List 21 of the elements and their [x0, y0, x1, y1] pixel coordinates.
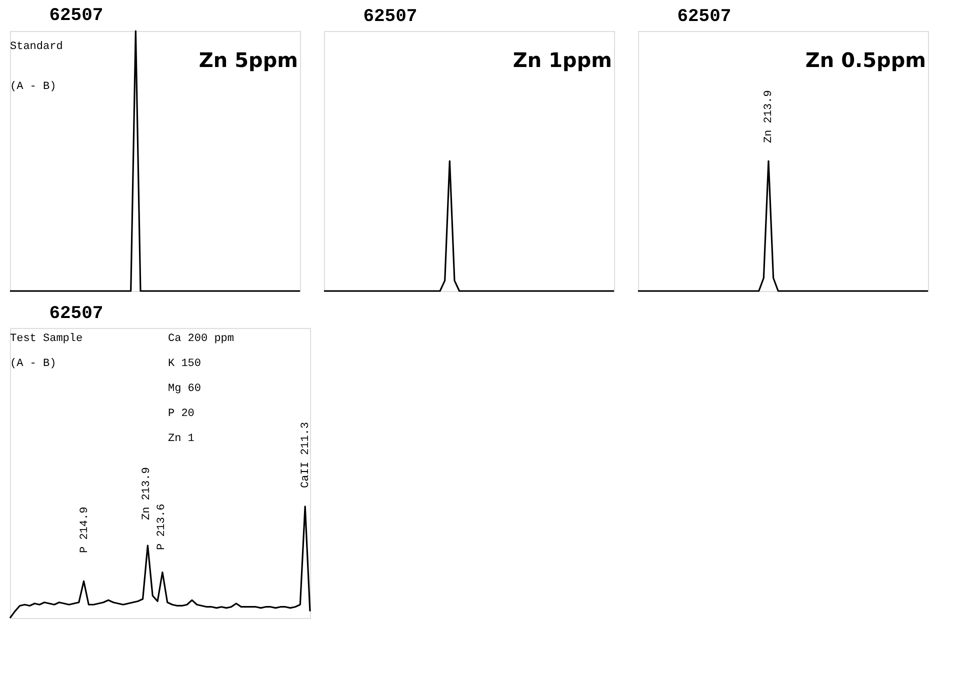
chart-title: 62507 — [677, 7, 732, 27]
text: Mg 60 — [168, 383, 202, 395]
text: CaII 211.3 — [300, 422, 312, 488]
text: Zn 5ppm — [198, 48, 298, 72]
annotation: P 213.6 — [156, 504, 168, 550]
chart-title: 62507 — [363, 7, 418, 27]
text: Zn 213.9 — [763, 90, 775, 143]
text: (A - B) — [10, 358, 56, 370]
annotation: (A - B) — [10, 81, 56, 93]
annotation: Zn 213.9 — [141, 467, 153, 520]
chart-subtitle: Zn 1ppm — [512, 48, 612, 72]
text: K 150 — [168, 358, 202, 370]
chart-subtitle: Zn 0.5ppm — [805, 48, 926, 72]
annotation: P 214.9 — [79, 506, 91, 553]
chart-title: 62507 — [49, 6, 104, 26]
text: Ca 200 ppm — [168, 333, 234, 345]
text: P 20 — [168, 408, 194, 420]
annotation: Standard — [10, 41, 63, 53]
chart-title: 62507 — [49, 304, 104, 324]
text: Zn 1 — [168, 433, 195, 445]
text: Test Sample — [10, 333, 83, 345]
